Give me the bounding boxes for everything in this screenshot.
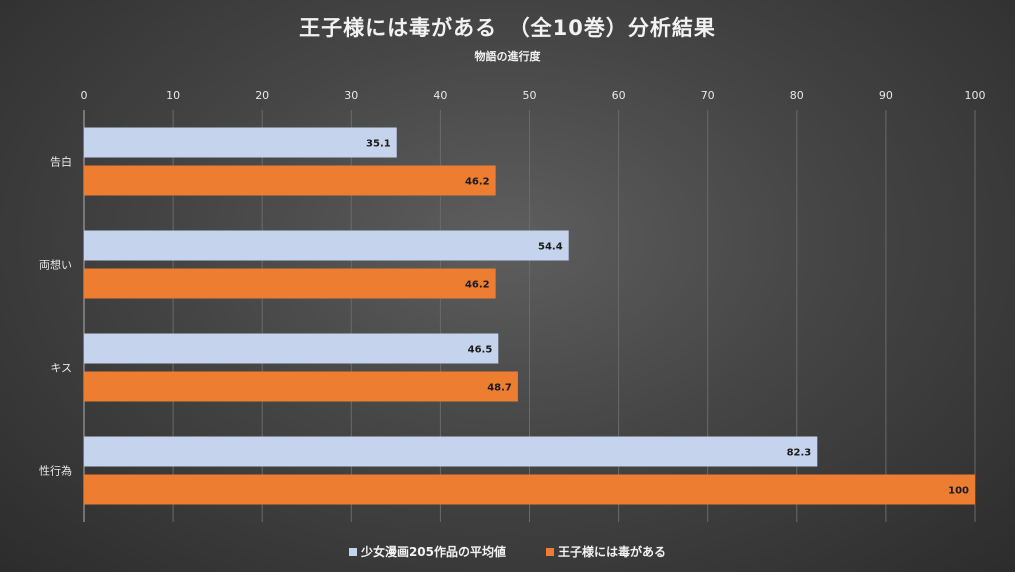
x-tick-label-50: 50: [523, 89, 537, 102]
legend: 少女漫画205作品の平均値 王子様には毒がある: [0, 543, 1015, 560]
x-tick-label-0: 0: [81, 89, 88, 102]
x-tick-label-30: 30: [344, 89, 358, 102]
bar-series-1-cat-2: [84, 230, 569, 261]
x-tick-label-10: 10: [166, 89, 180, 102]
x-tick-label-90: 90: [879, 89, 893, 102]
x-tick-label-40: 40: [433, 89, 447, 102]
x-tick-label-70: 70: [701, 89, 715, 102]
legend-swatch-series-1: [348, 547, 357, 556]
legend-swatch-series-2: [546, 547, 555, 556]
x-tick-label-20: 20: [255, 89, 269, 102]
data-label-series-1-cat-2: 54.4: [538, 242, 563, 253]
data-label-series-2-cat-1: 46.2: [465, 177, 490, 188]
data-label-series-1-cat-1: 35.1: [366, 139, 391, 150]
bar-series-1-cat-4: [84, 436, 818, 467]
chart-title: 王子様には毒がある （全10巻）分析結果: [299, 16, 716, 40]
category-label-4: 性行為: [39, 464, 72, 478]
category-label-2: 両想い: [39, 258, 72, 272]
legend-label-series-1: 少女漫画205作品の平均値: [360, 545, 507, 559]
data-label-series-2-cat-3: 48.7: [487, 383, 512, 394]
legend-label-series-2: 王子様には毒がある: [558, 545, 667, 559]
legend-item-series-2: 王子様には毒がある: [546, 543, 666, 560]
x-tick-label-80: 80: [790, 89, 804, 102]
chart-subtitle: 物語の進行度: [474, 50, 541, 63]
x-tick-label-60: 60: [612, 89, 626, 102]
bar-series-2-cat-1: [84, 165, 496, 196]
data-label-series-1-cat-3: 46.5: [468, 345, 493, 356]
bar-series-2-cat-2: [84, 268, 496, 299]
category-label-3: キス: [50, 362, 72, 375]
bar-series-1-cat-1: [84, 127, 397, 158]
legend-item-series-1: 少女漫画205作品の平均値: [348, 543, 507, 560]
category-label-1: 告白: [50, 155, 72, 169]
bar-series-2-cat-3: [84, 371, 518, 402]
data-label-series-2-cat-2: 46.2: [465, 280, 490, 291]
data-label-series-1-cat-4: 82.3: [787, 448, 812, 459]
bar-series-1-cat-3: [84, 333, 499, 364]
x-tick-label-100: 100: [965, 89, 986, 102]
data-label-series-2-cat-4: 100: [948, 486, 969, 497]
bar-series-2-cat-4: [84, 474, 975, 505]
